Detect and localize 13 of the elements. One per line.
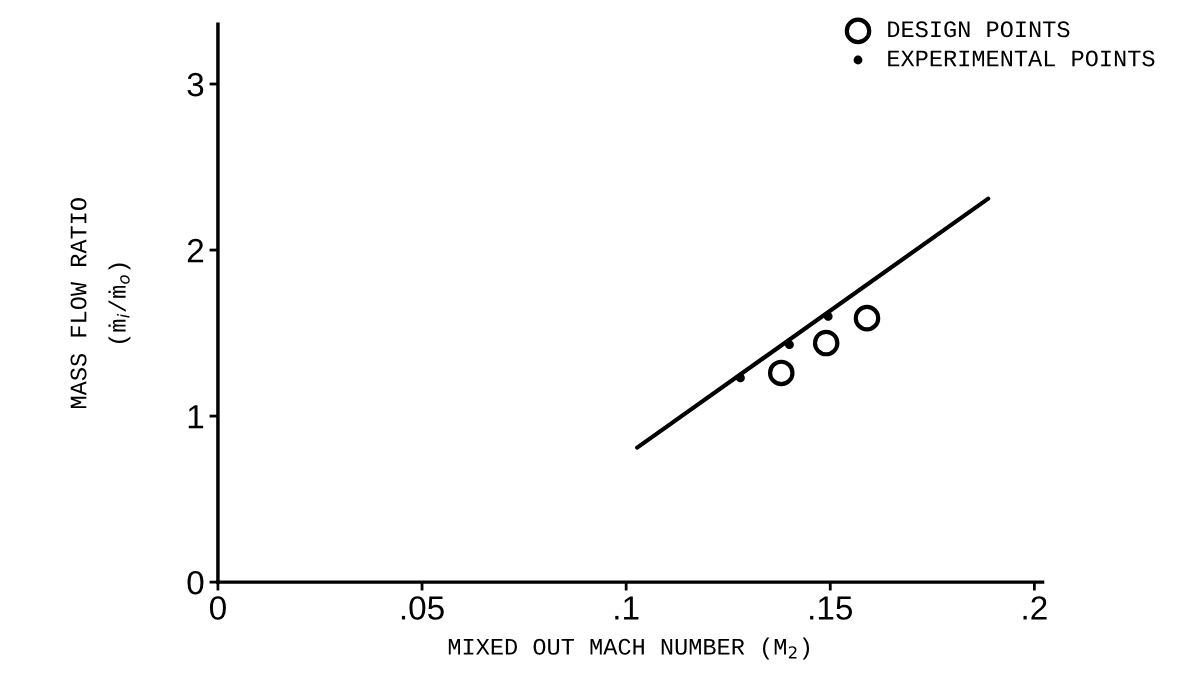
- x-tick-label: 0: [209, 596, 226, 620]
- x-tick-label: .1: [615, 596, 639, 620]
- legend-label: DESIGN POINTS: [888, 21, 1070, 38]
- y-tick-label: 1: [188, 405, 204, 429]
- y-axis-title: MASS FLOW RATIO (ṁ$_{i}$/ṁ$_{o}$): [70, 198, 131, 408]
- x-tick-label: .15: [810, 596, 853, 620]
- x-tick-label: .05: [401, 596, 444, 620]
- legend-label: EXPERIMENTAL POINTS: [888, 50, 1155, 67]
- y-tick-label: 3: [187, 72, 204, 97]
- x-axis-title: MIXED OUT MACH NUMBER (M$_{2}$): [448, 637, 810, 660]
- x-tick-label: .2: [1023, 596, 1047, 620]
- y-tick-label: 0: [187, 570, 204, 595]
- y-tick-label: 2: [187, 238, 204, 263]
